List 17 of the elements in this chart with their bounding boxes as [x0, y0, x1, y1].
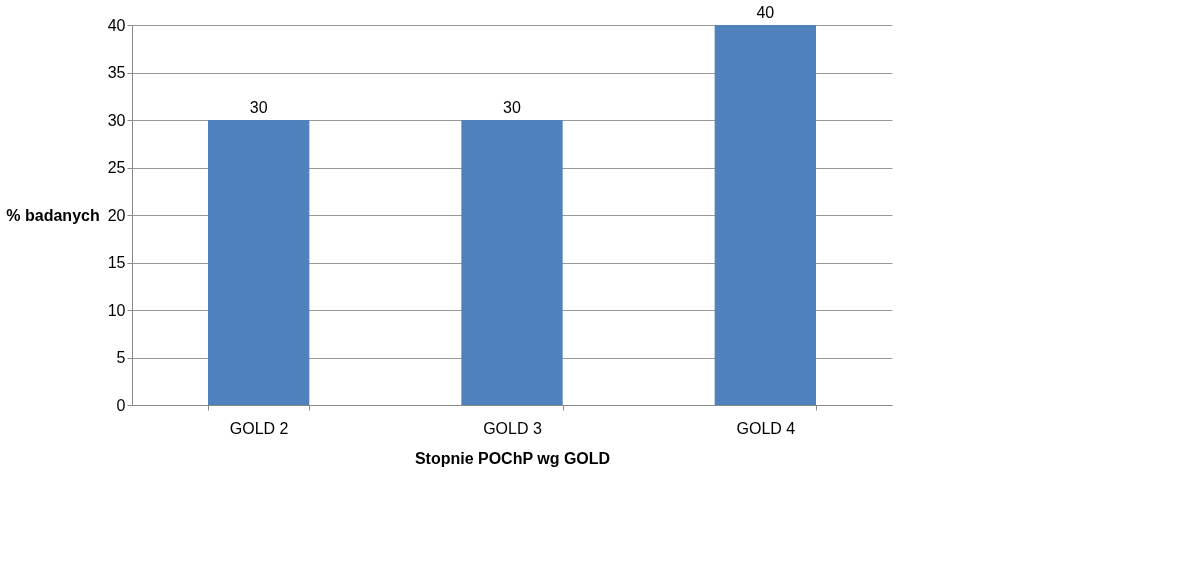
- x-tick-label: GOLD 4: [736, 419, 796, 437]
- y-tick-label: 15: [107, 254, 126, 271]
- y-tick-label: 20: [107, 206, 126, 224]
- y-tick-label: 30: [107, 111, 126, 129]
- data-label: 30: [503, 99, 521, 116]
- data-label: 40: [756, 4, 775, 21]
- data-label: 30: [249, 99, 268, 116]
- y-tick-label: 35: [107, 64, 126, 81]
- y-tick-label: 5: [116, 349, 126, 366]
- y-tick-label: 0: [116, 396, 126, 414]
- x-tick-label: GOLD 2: [229, 419, 289, 437]
- x-tick-label: GOLD 3: [483, 419, 542, 437]
- y-axis-title: % badanych: [6, 206, 100, 224]
- y-tick-label: 40: [107, 16, 126, 34]
- y-tick-label: 10: [107, 301, 126, 319]
- y-tick-label: 25: [107, 159, 126, 176]
- x-axis-title: Stopnie POChP wg GOLD: [414, 449, 611, 467]
